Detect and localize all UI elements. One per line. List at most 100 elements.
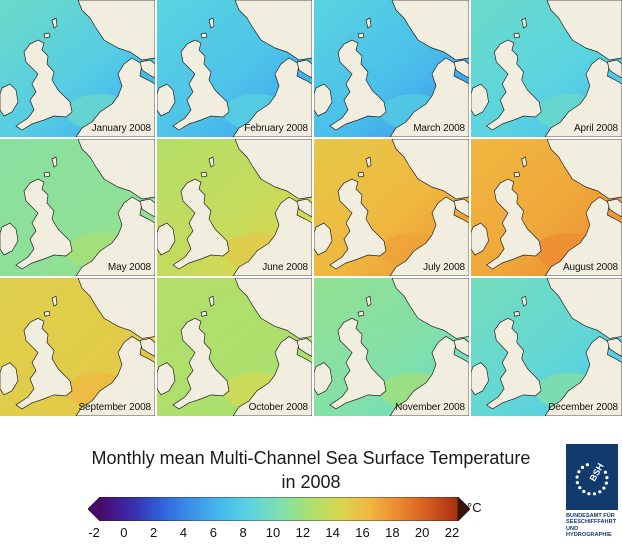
bsh-logo: BSH BUNDESAMT FÜR SEESCHIFFFAHRT UND HYD… — [566, 444, 618, 548]
land-denmark-sweden — [606, 59, 622, 79]
land-ireland — [314, 222, 333, 256]
bsh-logo-mark: BSH — [566, 444, 618, 510]
panel-month-label: December 2008 — [548, 402, 618, 413]
sst-map — [314, 0, 469, 137]
sst-map — [471, 0, 622, 137]
colorbar-tick-label: 22 — [444, 525, 460, 540]
land-great-britain — [329, 178, 387, 270]
colorbar-tick-label: 12 — [295, 525, 311, 540]
land-great-britain — [15, 178, 73, 270]
land-denmark-sweden — [296, 338, 312, 357]
colorbar-tick-label: 2 — [150, 525, 158, 540]
land-orkney — [43, 171, 51, 178]
sst-map — [471, 278, 622, 416]
land-continental-europe — [75, 57, 155, 137]
panel-month-label: November 2008 — [395, 402, 465, 413]
land-denmark-sweden — [139, 59, 155, 79]
panel-month-label: February 2008 — [244, 123, 308, 134]
sst-map-panel: March 2008 — [314, 0, 469, 137]
land-orkney — [43, 32, 51, 39]
land-shetland — [208, 156, 215, 168]
land-continental-europe — [544, 57, 622, 137]
land-shetland — [521, 17, 527, 29]
panel-month-label: March 2008 — [413, 123, 465, 134]
land-continental-europe — [544, 335, 622, 416]
sst-map-panel: February 2008 — [157, 0, 312, 137]
land-shetland — [365, 17, 372, 29]
sst-map-grid: January 2008 February 2008 March 2008 April… — [0, 0, 622, 416]
land-denmark-sweden — [296, 198, 312, 218]
land-continental-europe — [389, 57, 469, 137]
sst-map-panel: December 2008 — [471, 278, 622, 416]
colorbar-tick-label: 8 — [239, 525, 247, 540]
colorbar-tick-label: 0 — [120, 525, 128, 540]
land-ireland — [0, 222, 19, 256]
land-shetland — [521, 295, 527, 307]
colorbar-tick-label: 6 — [209, 525, 217, 540]
land-great-britain — [485, 317, 542, 410]
land-orkney — [43, 310, 51, 317]
sst-map-panel: October 2008 — [157, 278, 312, 416]
colorbar-tick-label: -2 — [88, 525, 100, 540]
land-norway — [234, 139, 312, 200]
sst-map — [157, 0, 312, 137]
land-ireland — [314, 362, 333, 396]
sst-map-panel: July 2008 — [314, 139, 469, 276]
land-continental-europe — [75, 196, 155, 276]
land-norway — [77, 139, 155, 200]
land-ireland — [157, 362, 176, 396]
figure-caption: Monthly mean Multi-Channel Sea Surface T… — [0, 446, 622, 494]
panel-month-label: July 2008 — [423, 262, 465, 273]
sst-map — [157, 139, 312, 276]
land-great-britain — [485, 178, 542, 270]
sst-map — [0, 139, 155, 276]
land-norway — [546, 0, 622, 61]
land-orkney — [513, 32, 521, 39]
land-norway — [391, 139, 469, 200]
land-ireland — [471, 362, 489, 396]
sst-map-panel: August 2008 — [471, 139, 622, 276]
land-orkney — [513, 310, 521, 317]
land-ireland — [471, 222, 489, 256]
panel-month-label: June 2008 — [262, 262, 308, 273]
land-great-britain — [172, 317, 230, 410]
panel-month-label: October 2008 — [248, 402, 309, 413]
land-orkney — [200, 310, 208, 317]
land-shetland — [365, 295, 372, 307]
sst-map-panel: September 2008 — [0, 278, 155, 416]
colorbar-tick-label: 4 — [179, 525, 188, 540]
land-denmark-sweden — [453, 338, 469, 357]
panel-month-label: January 2008 — [91, 123, 152, 134]
land-ireland — [0, 83, 19, 117]
land-great-britain — [172, 39, 230, 131]
panel-month-label: September 2008 — [78, 402, 151, 413]
land-shetland — [521, 156, 527, 168]
colorbar-ramp — [99, 497, 459, 521]
land-norway — [546, 139, 622, 200]
land-great-britain — [15, 317, 73, 410]
land-denmark-sweden — [606, 338, 622, 357]
panel-month-label: April 2008 — [573, 123, 618, 134]
sst-map-panel: May 2008 — [0, 139, 155, 276]
land-shetland — [51, 295, 58, 307]
sst-map — [314, 278, 469, 416]
land-continental-europe — [75, 335, 155, 416]
land-orkney — [513, 171, 521, 178]
sst-map — [0, 278, 155, 416]
caption-line-1: Monthly mean Multi-Channel Sea Surface T… — [91, 448, 531, 468]
land-great-britain — [172, 178, 230, 270]
land-shetland — [208, 295, 215, 307]
land-continental-europe — [544, 196, 622, 276]
land-norway — [77, 278, 155, 339]
land-norway — [234, 0, 312, 61]
land-orkney — [200, 32, 208, 39]
panel-month-label: August 2008 — [562, 262, 618, 273]
bsh-logo-letters: BSH — [588, 462, 606, 483]
colorbar-tick-label: 10 — [265, 525, 281, 540]
land-denmark-sweden — [453, 59, 469, 79]
sst-map-panel: June 2008 — [157, 139, 312, 276]
panel-month-label: May 2008 — [107, 262, 151, 273]
land-ireland — [314, 83, 333, 117]
land-denmark-sweden — [606, 198, 622, 218]
land-denmark-sweden — [453, 198, 469, 218]
